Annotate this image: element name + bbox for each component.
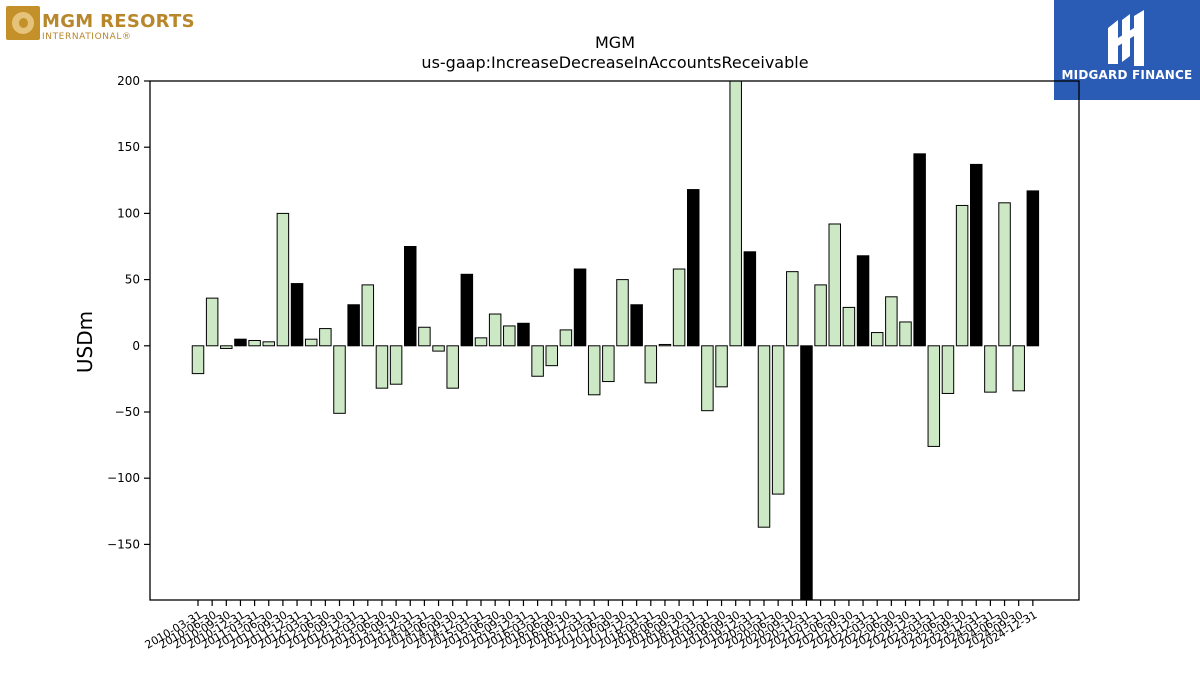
bar-2018-03-31: [644, 345, 658, 384]
bar-2024-12-31: [1026, 190, 1040, 347]
bar-2011-12-31: [290, 283, 304, 347]
bar-2011-09-30: [276, 212, 290, 347]
bar-2016-12-31: [573, 268, 587, 347]
bar-2023-06-30: [941, 345, 955, 394]
bar-2017-06-30: [602, 345, 615, 383]
bar-2020-03-31: [757, 345, 771, 528]
bar-2020-12-31: [800, 345, 813, 601]
chart-subtitle: us-gaap:IncreaseDecreaseInAccountsReceiv…: [421, 53, 808, 72]
bar-2022-03-31: [870, 332, 884, 347]
bar-2024-03-31: [984, 345, 997, 393]
bar-2021-12-31: [856, 255, 870, 347]
bar-2015-12-31: [517, 322, 530, 347]
bar-2023-09-30: [955, 204, 969, 347]
bar-2019-06-30: [715, 345, 728, 388]
bar-2011-06-30: [262, 341, 275, 347]
y-tick-label: −100: [107, 471, 140, 485]
mgm-resorts-logo: MGM RESORTS INTERNATIONAL®: [4, 4, 195, 44]
bar-2022-12-31: [913, 153, 926, 347]
bar-2015-03-31: [474, 337, 488, 347]
bar-2024-06-30: [998, 202, 1011, 347]
bar-2024-09-30: [1012, 345, 1025, 392]
bar-2013-09-30: [389, 345, 403, 385]
bar-2017-09-30: [616, 279, 629, 347]
midgard-emblem-icon: [1108, 10, 1144, 66]
y-tick-label: 200: [117, 74, 140, 88]
y-axis: −150 −100 −50 0 50 100 150 200: [107, 74, 150, 551]
logo-left-line1: MGM RESORTS: [42, 11, 195, 32]
bar-2010-03-31: [191, 345, 205, 375]
y-tick-label: 100: [117, 206, 140, 220]
bar-2021-03-31: [814, 284, 827, 347]
bar-2013-12-31: [404, 246, 417, 347]
bar-2013-06-30: [375, 345, 389, 389]
plot-frame: [149, 80, 1080, 601]
bar-2010-12-31: [234, 338, 247, 347]
bar-2015-09-30: [503, 325, 516, 347]
bar-2010-09-30: [220, 345, 233, 349]
logo-right-brand: MIDGARD FINANCE: [1061, 68, 1193, 82]
bar-2012-03-31: [304, 338, 318, 347]
bar-2016-09-30: [559, 329, 573, 347]
bar-2017-03-31: [587, 345, 601, 396]
bar-2012-12-31: [347, 304, 360, 347]
bar-2021-09-30: [842, 306, 856, 347]
y-tick-label: −150: [107, 537, 140, 551]
midgard-finance-logo: MIDGARD FINANCE: [1054, 0, 1200, 100]
bar-2023-03-31: [927, 345, 941, 447]
bar-2018-12-31: [687, 189, 700, 347]
bar-2019-12-31: [743, 251, 757, 347]
logo-left-line2: INTERNATIONAL®: [42, 32, 132, 42]
bar-2010-06-30: [205, 297, 219, 347]
bar-2016-06-30: [545, 345, 558, 367]
x-axis: 2010-03-312010-06-302010-09-302010-12-31…: [143, 600, 1039, 652]
bar-2018-09-30: [672, 268, 686, 347]
bar-2019-09-30: [729, 80, 742, 347]
bar-2014-06-30: [432, 345, 445, 352]
bar-2022-06-30: [885, 296, 898, 347]
bar-2021-06-30: [828, 223, 841, 347]
bar-2016-03-31: [531, 345, 544, 377]
bar-2011-03-31: [248, 340, 261, 347]
bar-2014-03-31: [418, 326, 431, 347]
y-tick-label: 0: [132, 339, 140, 353]
y-axis-label: USDm: [73, 311, 97, 373]
bar-2022-09-30: [899, 321, 912, 347]
bar-2018-06-30: [658, 343, 672, 347]
bar-2020-09-30: [786, 271, 799, 347]
y-tick-label: 50: [125, 273, 140, 287]
bar-2023-12-31: [970, 163, 983, 347]
bars-group: [191, 80, 1040, 601]
mgm-lion-icon: [6, 6, 40, 40]
bar-2013-03-31: [361, 284, 375, 347]
bar-2012-06-30: [319, 328, 332, 347]
bar-2015-06-30: [488, 313, 502, 347]
y-tick-label: −50: [115, 405, 140, 419]
bar-2020-06-30: [771, 345, 785, 495]
bar-2012-09-30: [333, 345, 346, 414]
chart-title: MGM: [595, 33, 635, 52]
bar-2019-03-31: [701, 345, 714, 412]
y-tick-label: 150: [117, 140, 140, 154]
bar-2017-12-31: [630, 304, 643, 347]
bar-2014-12-31: [460, 273, 474, 347]
bar-2014-09-30: [446, 345, 459, 389]
